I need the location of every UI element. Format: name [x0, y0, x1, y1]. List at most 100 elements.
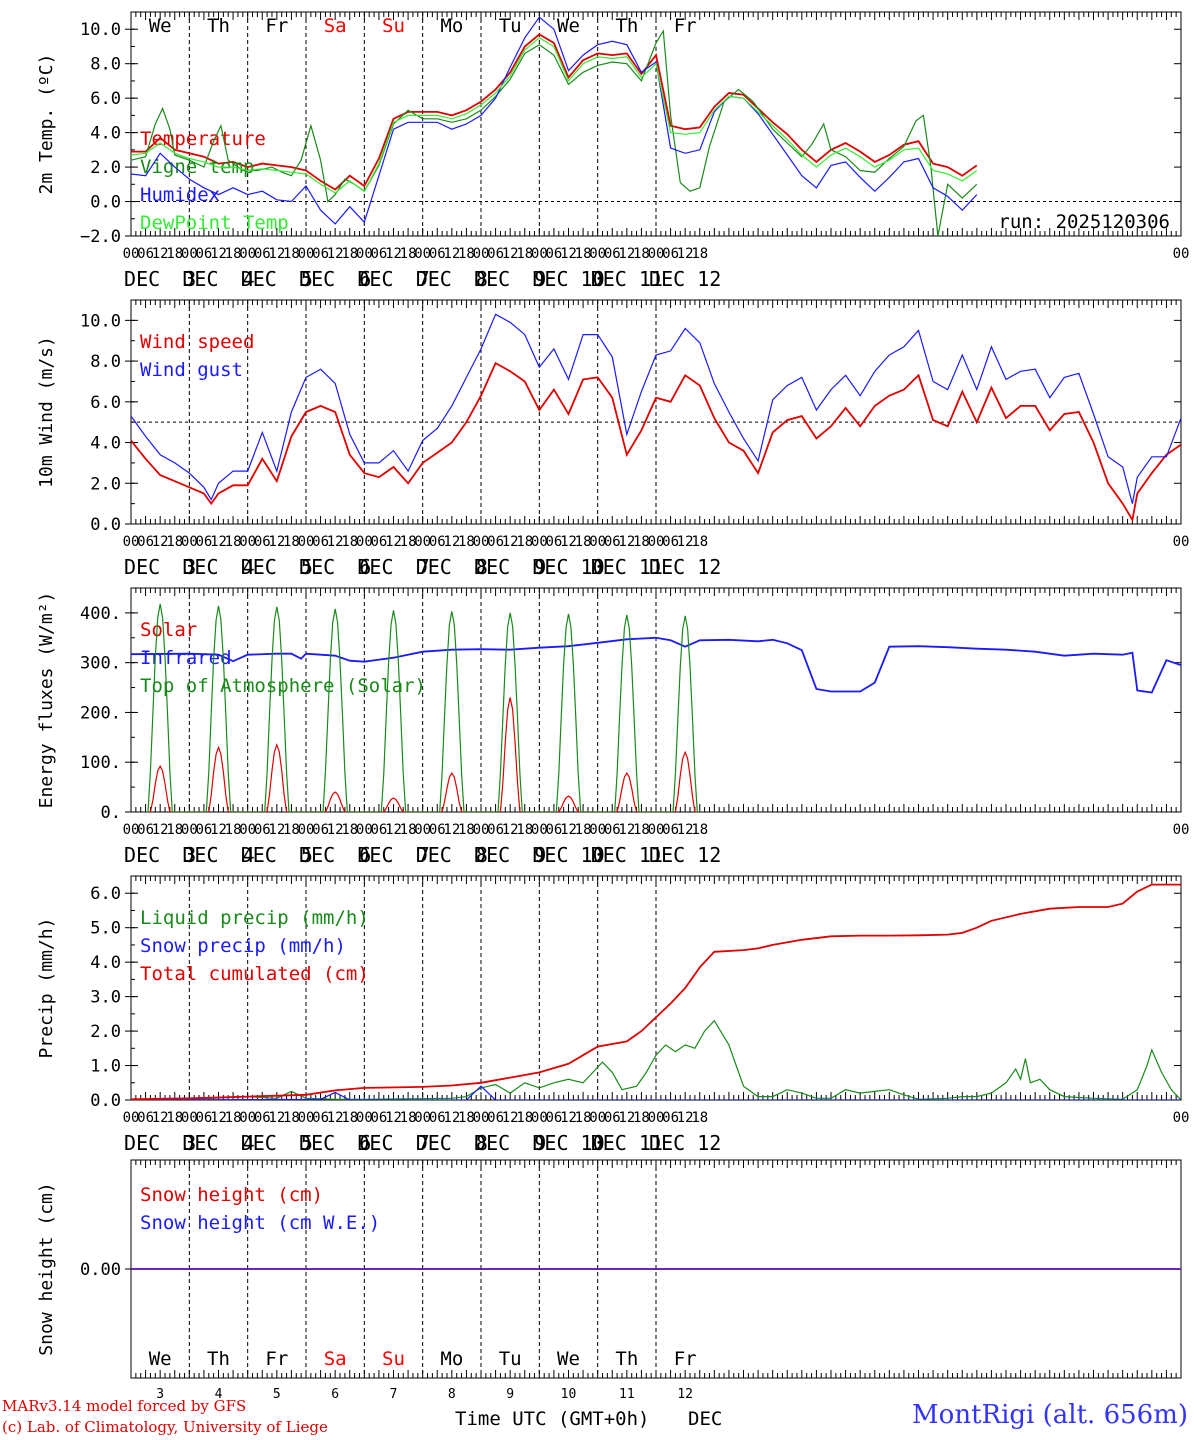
hour-label: 12	[618, 1110, 635, 1126]
series-line-snow-precip-mm-h-	[131, 1085, 1181, 1100]
date-label: DEC 7	[357, 555, 429, 579]
day-name: Tu	[499, 1348, 522, 1370]
y-tick-label: 8.0	[90, 352, 121, 372]
hour-label: 12	[327, 246, 344, 262]
day-name: Fr	[265, 15, 288, 37]
y-axis-label: 10m Wind (m/s)	[36, 336, 57, 488]
date-label: DEC 6	[299, 843, 371, 867]
hour-label: 00	[356, 1110, 373, 1126]
series-line-dewpoint-temp	[131, 37, 978, 194]
hour-label: 00	[589, 534, 606, 550]
date-label: DEC 5	[241, 1131, 313, 1155]
series-line-top-of-atmosphere-solar-	[145, 603, 700, 812]
date-label: DEC 10	[532, 1131, 604, 1155]
hour-label: 00	[531, 1110, 548, 1126]
panel-energy-fluxes: 0. 100. 200. 300. 400. Energy fluxes (W/m²) So…	[36, 587, 1190, 867]
date-label: DEC 11	[591, 267, 663, 291]
legend-entry: Top of Atmosphere (Solar)	[140, 675, 426, 697]
hour-label: 18	[516, 534, 533, 550]
hour-label: 00	[414, 534, 431, 550]
hour-label: 12	[152, 534, 169, 550]
hour-label: 18	[400, 246, 417, 262]
hour-label: 06	[662, 534, 679, 550]
y-tick-label: 300.	[80, 654, 121, 674]
hour-label: 06	[195, 246, 212, 262]
hour-label: 00	[298, 822, 315, 838]
series-line-humidex	[131, 16, 978, 225]
y-tick-label: 0.0	[90, 1091, 121, 1111]
day-number: 9	[506, 1387, 514, 1402]
day-number: 11	[619, 1387, 635, 1402]
hour-label: 06	[429, 534, 446, 550]
date-label: DEC 4	[182, 843, 254, 867]
day-name: Fr	[674, 15, 697, 37]
hour-label: 12	[618, 534, 635, 550]
hour-label: 06	[312, 822, 329, 838]
hour-label: 18	[400, 1110, 417, 1126]
hour-label: 00	[123, 534, 140, 550]
date-label: DEC 9	[474, 267, 546, 291]
hour-label: 00	[1173, 822, 1190, 838]
hour-label: 00	[648, 1110, 665, 1126]
day-name: Th	[615, 15, 638, 37]
hour-label: 18	[341, 822, 358, 838]
hour-label: 18	[166, 246, 183, 262]
hour-label: 18	[341, 1110, 358, 1126]
hour-label: 00	[298, 246, 315, 262]
hour-label: 12	[502, 246, 519, 262]
hour-label: 18	[166, 822, 183, 838]
day-name: Sa	[324, 1348, 347, 1370]
hour-label: 06	[429, 246, 446, 262]
series-line-wind-gust	[131, 313, 1181, 504]
legend-entry: Liquid precip (mm/h)	[140, 907, 369, 929]
hour-label: 00	[356, 822, 373, 838]
hour-label: 06	[312, 1110, 329, 1126]
day-name: Fr	[265, 1348, 288, 1370]
hour-label: 18	[516, 822, 533, 838]
hour-label: 06	[429, 1110, 446, 1126]
legend-entry: Snow precip (mm/h)	[140, 935, 346, 957]
y-tick-label: 10.0	[80, 20, 121, 40]
day-number: 8	[448, 1387, 456, 1402]
hour-label: 00	[298, 534, 315, 550]
hour-label: 06	[254, 534, 271, 550]
hour-label: 00	[531, 246, 548, 262]
hour-label: 12	[502, 1110, 519, 1126]
y-axis-label: Energy fluxes (W/m²)	[36, 592, 57, 809]
legend-entry: DewPoint Temp	[140, 212, 289, 234]
hour-label: 12	[560, 246, 577, 262]
legend-entry: Solar	[140, 619, 197, 641]
date-label: DEC 8	[416, 843, 488, 867]
hour-label: 00	[123, 246, 140, 262]
hour-label: 00	[589, 822, 606, 838]
hour-label: 00	[239, 822, 256, 838]
date-label: DEC 6	[299, 1131, 371, 1155]
legend-entry: Vigne temp	[140, 156, 254, 178]
day-number: 3	[156, 1387, 164, 1402]
time-axis-label: Time UTC (GMT+0h)	[455, 1408, 649, 1430]
date-label: DEC 6	[299, 555, 371, 579]
legend-entry: Humidex	[140, 184, 220, 206]
y-tick-label: 4.0	[90, 434, 121, 454]
date-label: DEC 10	[532, 267, 604, 291]
date-label: DEC 12	[649, 843, 721, 867]
hour-label: 12	[385, 246, 402, 262]
hour-label: 12	[152, 1110, 169, 1126]
y-tick-label: 10.0	[80, 311, 121, 331]
hour-label: 06	[254, 1110, 271, 1126]
hour-label: 00	[181, 246, 198, 262]
date-label: DEC 5	[241, 843, 313, 867]
hour-label: 18	[575, 822, 592, 838]
day-name: Th	[207, 15, 230, 37]
hour-label: 12	[560, 822, 577, 838]
hour-label: 12	[268, 534, 285, 550]
hour-label: 18	[225, 822, 242, 838]
day-number: 6	[331, 1387, 339, 1402]
hour-label: 12	[677, 246, 694, 262]
hour-label: 06	[604, 246, 621, 262]
hour-label: 06	[137, 246, 154, 262]
legend-entry: Wind speed	[140, 331, 254, 353]
hour-label: 12	[677, 534, 694, 550]
date-label: DEC 5	[241, 555, 313, 579]
hour-label: 12	[385, 822, 402, 838]
